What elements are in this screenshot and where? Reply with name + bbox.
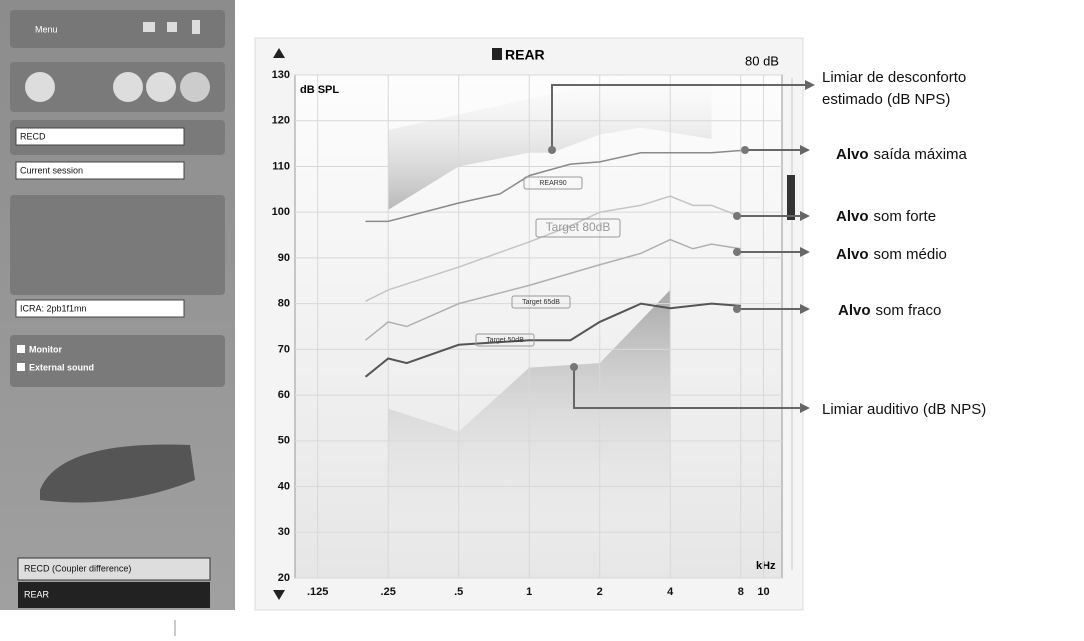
annotation: Alvo saída máxima (836, 146, 968, 163)
annotation: Alvo som médio (836, 246, 947, 263)
annotation-text: som forte (874, 208, 937, 225)
y-tick-label: 60 (278, 389, 290, 401)
chart-title: REAR (505, 47, 545, 63)
dot (741, 146, 749, 154)
checkbox[interactable] (17, 345, 25, 353)
annotation-text: som fraco (876, 302, 942, 319)
y-tick-label: 80 (278, 298, 290, 310)
x-tick-label: .5 (454, 586, 463, 598)
series-label: Target 65dB (522, 299, 560, 306)
checkbox[interactable] (17, 363, 25, 371)
annotation-bold: Alvo (836, 246, 869, 263)
tab-label: REAR (24, 589, 50, 599)
options-panel (10, 335, 225, 387)
dropdown-value: Current session (20, 165, 83, 175)
flash-button[interactable] (180, 72, 210, 102)
annotation-text: saída máxima (874, 146, 968, 163)
tool-panel (10, 195, 225, 295)
y-tick-label: 50 (278, 435, 290, 447)
save-icon[interactable] (167, 22, 177, 32)
annotation: Limiar de desconforto (822, 69, 966, 86)
dot (733, 212, 741, 220)
dot (733, 248, 741, 256)
annotation: estimado (dB NPS) (822, 91, 950, 108)
tab-label: RECD (Coupler difference) (24, 563, 131, 573)
ear-button[interactable] (25, 72, 55, 102)
y-tick-label: 120 (272, 115, 290, 127)
y-tick-label: 130 (272, 69, 290, 81)
y-tick-label: 100 (272, 206, 290, 218)
menu-label[interactable]: Menu (35, 24, 58, 34)
x-axis-label: kHz (756, 560, 776, 572)
x-tick-label: .125 (307, 586, 328, 598)
dot (570, 363, 578, 371)
annotation-bold: Alvo (838, 302, 871, 319)
curve-button[interactable] (113, 72, 143, 102)
x-tick-label: 1 (526, 586, 532, 598)
annotation-bold: Alvo (836, 208, 869, 225)
dropdown-value: ICRA: 2pb1f1mn (20, 303, 87, 313)
y-tick-label: 30 (278, 526, 290, 538)
dot (733, 305, 741, 313)
annotation: Limiar auditivo (dB NPS) (822, 401, 986, 418)
level-label: 80 dB (745, 53, 779, 68)
annotation-text: som médio (874, 246, 947, 263)
series-label: Target 50dB (486, 337, 524, 344)
annotation-bold: Alvo (836, 146, 869, 163)
x-tick-label: .25 (381, 586, 396, 598)
x-tick-label: 10 (757, 586, 769, 598)
annotation: Alvo som fraco (838, 302, 941, 319)
x-tick-label: 8 (738, 586, 744, 598)
y-tick-label: 20 (278, 572, 290, 584)
headphone-icon (492, 48, 502, 60)
y-tick-label: 90 (278, 252, 290, 264)
dot (548, 146, 556, 154)
y-tick-label: 110 (272, 160, 290, 172)
x-tick-label: 4 (667, 586, 674, 598)
screen: Menu RECD Current session ICRA: 2pb1f1mn… (0, 0, 1084, 636)
arrow-button[interactable] (146, 72, 176, 102)
dropdown-value: RECD (20, 131, 46, 141)
series-label: REAR90 (539, 180, 566, 187)
y-tick-label: 70 (278, 343, 290, 355)
slider-thumb[interactable] (787, 175, 795, 220)
annotation: Alvo som forte (836, 208, 936, 225)
checkbox-label: External sound (29, 362, 94, 372)
x-tick-label: 2 (597, 586, 603, 598)
series-label: Target 80dB (546, 220, 611, 234)
y-axis-label: dB SPL (300, 84, 339, 96)
y-tick-label: 40 (278, 480, 290, 492)
checkbox-label: Monitor (29, 344, 62, 354)
print-icon[interactable] (143, 22, 155, 32)
exit-icon[interactable] (192, 20, 200, 34)
